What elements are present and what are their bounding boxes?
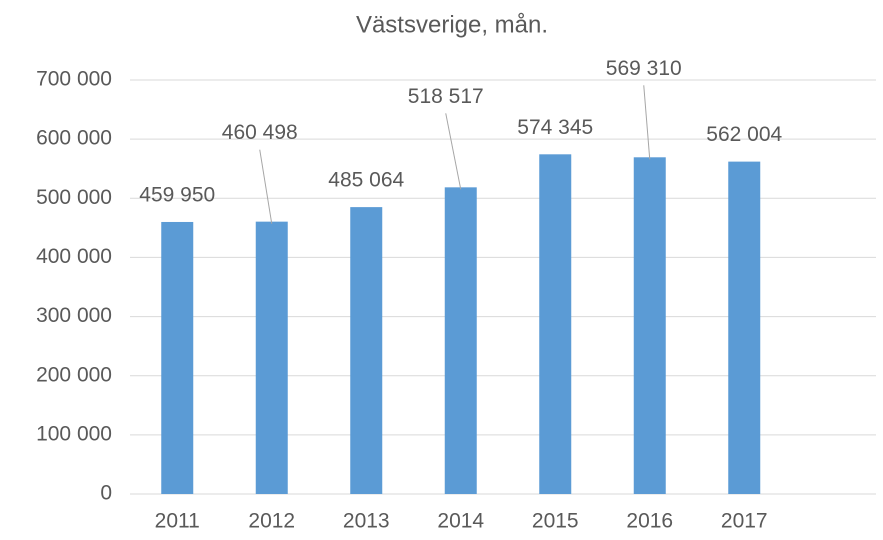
leader-line [445,113,462,190]
bar [350,207,383,494]
y-tick-label: 700 000 [36,68,112,91]
x-tick-label: 2015 [532,510,579,533]
bar [255,221,288,495]
chart-title: Västsverige, mån. [356,11,548,38]
y-tick-label: 0 [100,482,112,505]
y-tick-label: 300 000 [36,304,112,327]
leader-line [259,149,273,224]
bar [539,154,572,494]
data-label: 569 310 [606,57,682,80]
data-label: 518 517 [408,85,484,108]
x-tick-label: 2016 [626,510,673,533]
x-tick-label: 2011 [155,510,200,533]
bar [444,187,477,494]
data-label: 459 950 [139,184,215,207]
data-label: 562 004 [706,123,782,146]
leader-line [643,85,651,160]
data-label: 460 498 [222,121,298,144]
y-tick-label: 400 000 [36,245,112,268]
x-tick-label: 2013 [343,510,390,533]
bar [728,161,761,494]
bar [633,157,666,494]
y-tick-label: 200 000 [36,363,112,386]
data-label: 574 345 [517,116,593,139]
y-tick-label: 600 000 [36,127,112,150]
data-label: 485 064 [328,169,404,192]
y-tick-label: 500 000 [36,186,112,209]
y-tick-label: 100 000 [36,422,112,445]
x-tick-label: 2014 [437,510,484,533]
bar [161,221,194,495]
x-tick-label: 2012 [248,510,295,533]
x-tick-label: 2017 [721,510,768,533]
